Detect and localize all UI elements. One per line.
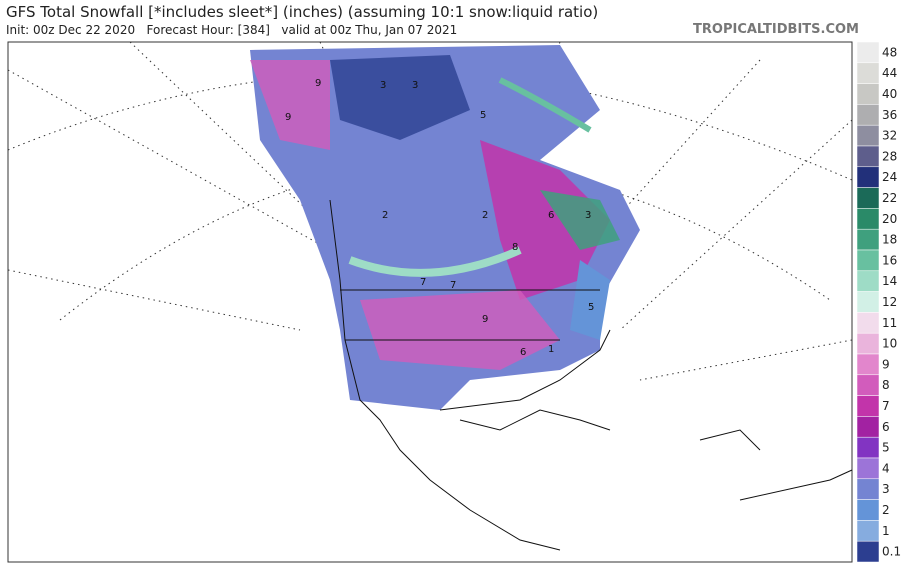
- legend-swatch: [856, 332, 880, 355]
- snow-cover: [250, 45, 640, 410]
- contour-label: 8: [512, 242, 518, 253]
- legend-swatch: [856, 124, 880, 147]
- contour-label: 9: [285, 112, 291, 123]
- legend-swatch: [856, 499, 880, 521]
- legend-label: 32: [882, 129, 897, 143]
- legend-label: 8: [882, 378, 890, 392]
- legend-label: 14: [882, 274, 897, 288]
- legend-swatch: [856, 353, 880, 376]
- contour-label: 9: [482, 314, 488, 325]
- legend-swatch: [856, 395, 880, 417]
- legend-label: 3: [882, 482, 890, 496]
- legend-swatch: [856, 312, 880, 334]
- legend-label: 16: [882, 253, 897, 267]
- legend-label: 9: [882, 357, 890, 371]
- legend-label: 24: [882, 170, 897, 184]
- legend-label: 0.1: [882, 545, 901, 559]
- contour-label: 1: [548, 344, 554, 355]
- legend-swatch: [856, 436, 880, 459]
- legend-swatch: [856, 228, 880, 251]
- legend-swatch: [856, 208, 880, 230]
- legend-label: 18: [882, 233, 897, 247]
- legend-label: 48: [882, 45, 897, 59]
- contour-label: 5: [480, 110, 486, 121]
- coastlines: [329, 199, 853, 551]
- subtitle: Init: 00z Dec 22 2020 Forecast Hour: [38…: [6, 23, 458, 37]
- contour-label: 6: [548, 210, 554, 221]
- contour-label: 3: [412, 80, 418, 91]
- legend-swatch: [856, 249, 880, 272]
- contour-label: 3: [380, 80, 386, 91]
- legend-swatch: [856, 291, 880, 313]
- legend-label: 1: [882, 524, 890, 538]
- legend-swatch: [856, 374, 880, 396]
- legend-label: 7: [882, 399, 890, 413]
- legend-label: 36: [882, 108, 897, 122]
- legend-label: 5: [882, 441, 890, 455]
- contour-label: 7: [450, 280, 456, 291]
- legend-label: 6: [882, 420, 890, 434]
- legend-swatch: [856, 187, 880, 209]
- legend-swatch: [856, 270, 880, 292]
- legend-swatch: [856, 478, 880, 500]
- legend-swatch: [856, 166, 880, 188]
- contour-label: 6: [520, 347, 526, 358]
- contour-label: 7: [420, 277, 426, 288]
- legend-label: 40: [882, 87, 897, 101]
- legend-label: 20: [882, 212, 897, 226]
- legend-label: 44: [882, 66, 897, 80]
- legend-swatch: [856, 41, 880, 64]
- contour-label: 9: [315, 78, 321, 89]
- contour-label: 3: [585, 210, 591, 221]
- legend-label: 10: [882, 337, 897, 351]
- contour-label: 2: [482, 210, 488, 221]
- legend-swatch: [856, 104, 880, 126]
- legend-swatch: [856, 62, 880, 84]
- legend-swatch: [856, 145, 880, 168]
- legend-swatch: [856, 540, 880, 563]
- title: GFS Total Snowfall [*includes sleet*] (i…: [6, 3, 599, 21]
- contour-label: 2: [382, 210, 388, 221]
- site-label: TROPICALTIDBITS.COM: [693, 22, 859, 37]
- legend-swatch: [856, 457, 880, 480]
- legend-label: 22: [882, 191, 897, 205]
- legend-label: 4: [882, 461, 890, 475]
- legend-swatch: [856, 520, 880, 542]
- legend-label: 2: [882, 503, 890, 517]
- legend-label: 12: [882, 295, 897, 309]
- legend-swatch: [856, 416, 880, 438]
- legend-label: 28: [882, 149, 897, 163]
- legend-swatch: [856, 83, 880, 105]
- contour-label: 5: [588, 302, 594, 313]
- legend-label: 11: [882, 316, 897, 330]
